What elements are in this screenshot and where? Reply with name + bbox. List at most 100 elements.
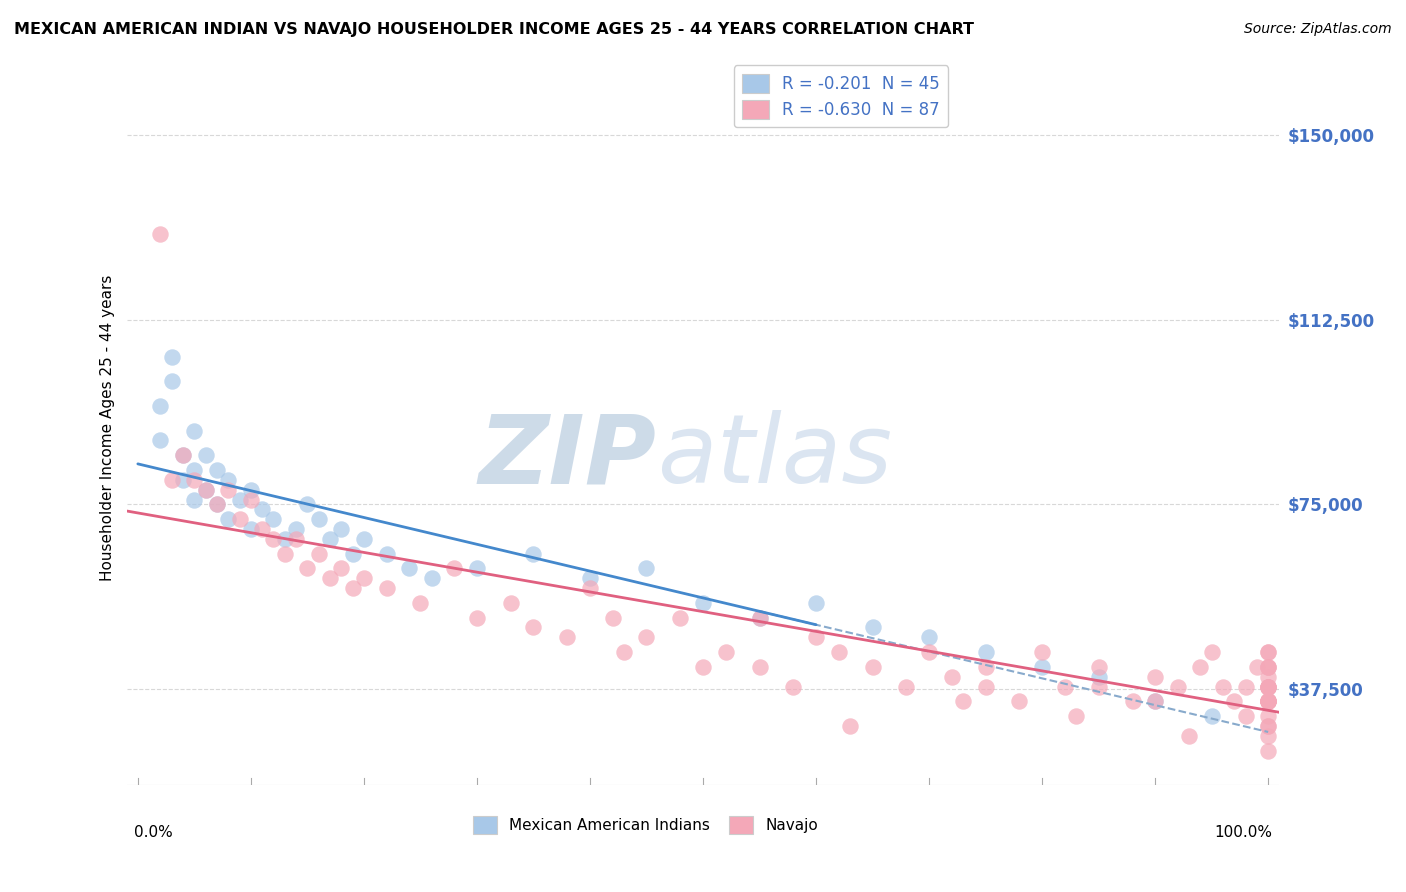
Point	[862, 620, 884, 634]
Point	[1257, 743, 1279, 757]
Point	[1087, 670, 1109, 684]
Point	[669, 610, 692, 624]
Point	[205, 498, 228, 512]
Point	[1257, 660, 1279, 674]
Point	[183, 424, 205, 438]
Point	[714, 645, 737, 659]
Point	[183, 492, 205, 507]
Point	[1257, 645, 1279, 659]
Point	[804, 596, 827, 610]
Point	[375, 581, 398, 595]
Point	[692, 660, 714, 674]
Point	[1178, 729, 1201, 743]
Point	[149, 399, 172, 413]
Point	[239, 492, 262, 507]
Point	[465, 610, 488, 624]
Point	[285, 532, 308, 546]
Point	[1121, 694, 1143, 708]
Point	[263, 512, 285, 526]
Point	[1144, 694, 1167, 708]
Point	[804, 630, 827, 644]
Point	[342, 581, 364, 595]
Point	[274, 532, 297, 546]
Text: atlas: atlas	[657, 410, 891, 503]
Point	[602, 610, 624, 624]
Point	[499, 596, 522, 610]
Point	[205, 498, 228, 512]
Point	[250, 522, 273, 536]
Point	[375, 547, 398, 561]
Point	[465, 561, 488, 575]
Point	[1201, 709, 1223, 723]
Point	[1257, 680, 1279, 694]
Point	[217, 483, 239, 497]
Point	[974, 645, 997, 659]
Text: Source: ZipAtlas.com: Source: ZipAtlas.com	[1244, 22, 1392, 37]
Point	[1053, 680, 1076, 694]
Point	[1257, 694, 1279, 708]
Point	[1087, 660, 1109, 674]
Point	[297, 561, 319, 575]
Point	[239, 522, 262, 536]
Point	[1257, 680, 1279, 694]
Point	[522, 620, 544, 634]
Point	[285, 522, 308, 536]
Point	[862, 660, 884, 674]
Point	[1087, 680, 1109, 694]
Point	[250, 502, 273, 516]
Point	[1008, 694, 1031, 708]
Point	[636, 630, 658, 644]
Point	[263, 532, 285, 546]
Point	[160, 375, 183, 389]
Point	[1257, 729, 1279, 743]
Point	[579, 571, 602, 585]
Point	[1031, 660, 1053, 674]
Point	[1257, 694, 1279, 708]
Point	[308, 512, 330, 526]
Point	[409, 596, 432, 610]
Legend: Mexican American Indians, Navajo: Mexican American Indians, Navajo	[465, 809, 825, 841]
Point	[1257, 694, 1279, 708]
Point	[1257, 670, 1279, 684]
Point	[353, 571, 375, 585]
Point	[217, 512, 239, 526]
Point	[1234, 709, 1257, 723]
Point	[839, 719, 862, 733]
Point	[228, 512, 250, 526]
Point	[1257, 719, 1279, 733]
Point	[974, 680, 997, 694]
Point	[172, 473, 194, 487]
Point	[183, 473, 205, 487]
Point	[613, 645, 636, 659]
Point	[1257, 694, 1279, 708]
Point	[398, 561, 420, 575]
Point	[1257, 680, 1279, 694]
Point	[194, 448, 217, 462]
Point	[183, 463, 205, 477]
Point	[1234, 680, 1257, 694]
Point	[1064, 709, 1087, 723]
Point	[342, 547, 364, 561]
Point	[918, 645, 941, 659]
Point	[1212, 680, 1234, 694]
Point	[217, 473, 239, 487]
Point	[194, 483, 217, 497]
Point	[297, 498, 319, 512]
Point	[160, 473, 183, 487]
Point	[1257, 694, 1279, 708]
Point	[636, 561, 658, 575]
Point	[319, 532, 342, 546]
Point	[782, 680, 804, 694]
Text: MEXICAN AMERICAN INDIAN VS NAVAJO HOUSEHOLDER INCOME AGES 25 - 44 YEARS CORRELAT: MEXICAN AMERICAN INDIAN VS NAVAJO HOUSEH…	[14, 22, 974, 37]
Point	[330, 522, 353, 536]
Point	[330, 561, 353, 575]
Point	[1246, 660, 1268, 674]
Point	[1031, 645, 1053, 659]
Point	[522, 547, 544, 561]
Point	[1257, 680, 1279, 694]
Point	[1144, 670, 1167, 684]
Text: ZIP: ZIP	[479, 410, 657, 503]
Point	[1257, 694, 1279, 708]
Point	[827, 645, 849, 659]
Point	[748, 610, 770, 624]
